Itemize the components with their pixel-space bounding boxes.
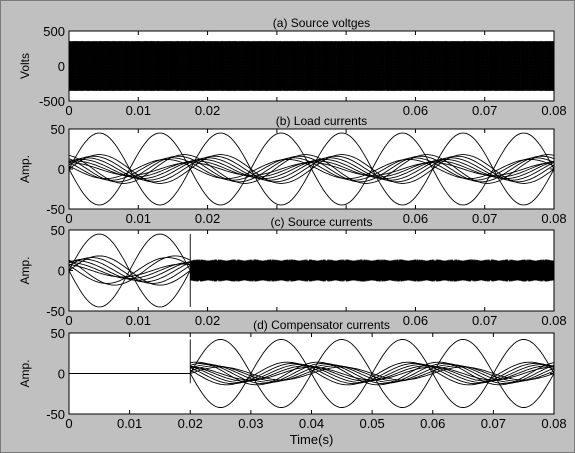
traces: [69, 132, 554, 206]
voltage-trace: [69, 40, 554, 92]
y-tick-label: 0: [58, 59, 65, 74]
x-tick-label: 0.01: [126, 313, 151, 328]
voltage-trace: [69, 40, 554, 92]
y-tick-label: 0: [58, 162, 65, 177]
source-current-trace: [69, 263, 191, 278]
source-current-trace: [69, 260, 191, 281]
y-axis-label: Amp.: [18, 256, 32, 284]
x-tick-label: 0.08: [541, 313, 566, 328]
source-current-trace: [189, 259, 554, 282]
y-axis-label: Amp.: [18, 359, 32, 387]
x-tick-label: 0.01: [126, 211, 151, 226]
x-tick-label: 0.02: [195, 313, 220, 328]
compensator-current-trace: [190, 361, 554, 386]
x-tick-label: 0.08: [541, 211, 566, 226]
source-current-trace: [189, 259, 554, 282]
y-tick-label: 500: [43, 24, 65, 39]
y-axis-label: Amp.: [18, 155, 32, 183]
voltage-trace: [69, 40, 554, 92]
x-tick-label: 0.06: [403, 313, 428, 328]
y-tick-label: 50: [51, 326, 65, 341]
y-axis-label: Volts: [18, 53, 32, 79]
voltage-trace: [69, 40, 554, 92]
traces: [69, 339, 554, 408]
compensator-current-trace: [190, 366, 554, 381]
x-tick-label: 0: [65, 103, 72, 118]
load-current-trace: [69, 160, 554, 178]
voltage-trace: [69, 40, 554, 92]
panel-title: (d) Compensator currents: [253, 318, 390, 332]
voltage-trace: [69, 40, 554, 92]
x-tick-label: 0.01: [126, 103, 151, 118]
x-tick-label: 0.06: [420, 416, 445, 431]
y-tick-label: 0: [58, 264, 65, 279]
traces: [69, 233, 554, 308]
y-tick-label: -50: [46, 202, 65, 217]
x-tick-label: 0.07: [472, 313, 497, 328]
x-tick-label: 0.08: [541, 103, 566, 118]
x-tick-label: 0.07: [472, 211, 497, 226]
x-tick-label: 0: [65, 313, 72, 328]
x-tick-label: 0: [65, 416, 72, 431]
voltage-trace: [69, 40, 554, 92]
x-tick-label: 0.01: [117, 416, 142, 431]
traces: [69, 40, 554, 92]
compensator-current-trace: [190, 365, 554, 382]
panel-title: (c) Source currents: [270, 215, 372, 229]
compensator-current-trace: [190, 364, 554, 383]
compensator-current-trace: [190, 366, 554, 381]
load-current-trace: [69, 155, 554, 183]
x-tick-label: 0.04: [299, 416, 324, 431]
load-current-trace: [69, 155, 554, 183]
x-tick-label: 0.03: [238, 416, 263, 431]
panel-4: 0 0.01 0.02 0.03 0.04 0.05 0.06 0.07 0.08500-50(…: [18, 318, 567, 447]
compensator-current-trace: [190, 362, 554, 385]
x-tick-label: 0.07: [472, 103, 497, 118]
source-current-trace: [189, 259, 554, 282]
y-tick-label: -50: [46, 304, 65, 319]
panel-title: (a) Source voltges: [273, 16, 370, 30]
x-axis-label: Time(s): [290, 432, 334, 447]
compensator-current-trace: [190, 364, 554, 383]
x-tick-label: 0.05: [359, 416, 384, 431]
y-tick-label: 0: [58, 367, 65, 382]
x-tick-label: 0.02: [178, 416, 203, 431]
compensator-current-trace: [190, 362, 554, 385]
x-tick-label: 0.07: [481, 416, 506, 431]
source-current-trace: [69, 257, 191, 284]
panel-title: (b) Load currents: [276, 114, 367, 128]
load-current-trace: [69, 157, 554, 181]
voltage-trace: [69, 40, 554, 92]
x-tick-label: 0.06: [403, 211, 428, 226]
y-tick-label: 50: [51, 122, 65, 137]
source-current-trace: [69, 255, 191, 286]
x-tick-label: 0.08: [541, 416, 566, 431]
y-tick-label: 50: [51, 223, 65, 238]
y-tick-label: -50: [46, 407, 65, 422]
x-tick-label: 0.06: [403, 103, 428, 118]
x-tick-label: 0: [65, 211, 72, 226]
voltage-trace: [69, 40, 554, 92]
source-current-trace: [69, 261, 191, 280]
voltage-trace: [69, 40, 554, 92]
source-current-trace: [189, 259, 554, 282]
x-tick-label: 0.02: [195, 211, 220, 226]
y-tick-label: -500: [39, 94, 65, 109]
voltage-trace: [69, 40, 554, 92]
load-current-trace: [69, 158, 554, 180]
compensator-current-trace: [190, 361, 554, 386]
x-tick-label: 0.02: [195, 103, 220, 118]
